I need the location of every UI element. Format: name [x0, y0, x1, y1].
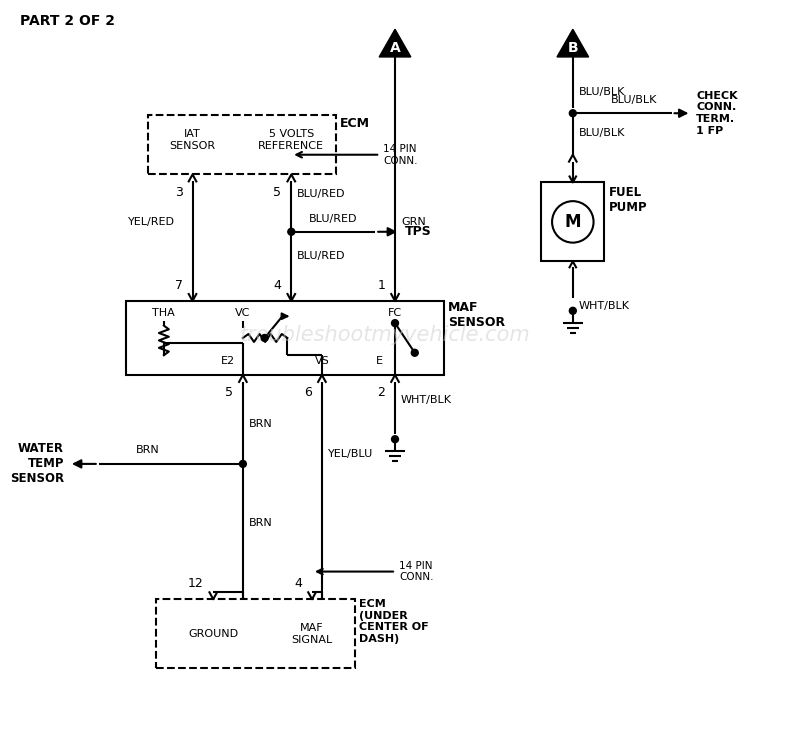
Text: 7: 7	[174, 278, 182, 292]
Text: BLU/BLK: BLU/BLK	[578, 86, 625, 97]
Text: VS: VS	[314, 356, 330, 366]
Text: 2: 2	[378, 386, 385, 399]
Text: GROUND: GROUND	[188, 628, 238, 639]
Circle shape	[239, 460, 246, 467]
Text: 4: 4	[274, 278, 282, 292]
Text: M: M	[565, 213, 581, 231]
Text: BRN: BRN	[249, 518, 273, 528]
Text: 5: 5	[274, 186, 282, 199]
Text: 5: 5	[225, 386, 233, 399]
Text: 6: 6	[304, 386, 312, 399]
Text: WATER
TEMP
SENSOR: WATER TEMP SENSOR	[10, 442, 64, 485]
Bar	[156, 599, 355, 668]
Circle shape	[288, 228, 294, 236]
Circle shape	[570, 308, 576, 314]
Text: FC: FC	[388, 308, 402, 318]
Text: TPS: TPS	[405, 225, 432, 238]
Text: THA: THA	[153, 308, 175, 318]
Text: FUEL
PUMP: FUEL PUMP	[610, 186, 648, 214]
Text: 12: 12	[188, 577, 203, 590]
Text: A: A	[390, 41, 400, 55]
Text: E2: E2	[221, 356, 235, 366]
Text: GRN: GRN	[401, 217, 426, 227]
Text: YEL/BLU: YEL/BLU	[328, 449, 373, 459]
Text: ECM
(UNDER
CENTER OF
DASH): ECM (UNDER CENTER OF DASH)	[359, 599, 429, 644]
Text: CHECK
CONN.
TERM.
1 FP: CHECK CONN. TERM. 1 FP	[696, 91, 738, 136]
Circle shape	[570, 110, 576, 117]
Text: 14 PIN
CONN.: 14 PIN CONN.	[383, 144, 418, 166]
Text: troubleshootmyvehicle.com: troubleshootmyvehicle.com	[240, 326, 530, 346]
Text: IAT
SENSOR: IAT SENSOR	[170, 129, 215, 151]
Text: ECM: ECM	[340, 117, 370, 130]
Polygon shape	[379, 29, 411, 57]
Bar	[542, 182, 605, 262]
Text: YEL/RED: YEL/RED	[127, 217, 174, 227]
Text: BRN: BRN	[249, 419, 273, 430]
Bar	[148, 116, 336, 175]
Text: 14 PIN
CONN.: 14 PIN CONN.	[399, 561, 434, 582]
Text: 5 VOLTS
REFERENCE: 5 VOLTS REFERENCE	[258, 129, 324, 151]
Text: PART 2 OF 2: PART 2 OF 2	[20, 14, 114, 28]
Text: VC: VC	[235, 308, 250, 318]
Text: BLU/RED: BLU/RED	[309, 214, 358, 223]
Circle shape	[411, 350, 418, 356]
Text: E: E	[376, 356, 383, 366]
Text: 4: 4	[294, 577, 302, 590]
Text: BLU/RED: BLU/RED	[298, 251, 346, 262]
Text: 3: 3	[174, 186, 182, 199]
Circle shape	[391, 320, 398, 326]
Text: WHT/BLK: WHT/BLK	[401, 394, 452, 405]
Circle shape	[261, 334, 268, 341]
Text: BRN: BRN	[136, 445, 160, 455]
Text: BLU/BLK: BLU/BLK	[611, 95, 658, 105]
Text: BLU/BLK: BLU/BLK	[578, 128, 625, 138]
Text: MAF
SENSOR: MAF SENSOR	[448, 301, 506, 329]
Text: WHT/BLK: WHT/BLK	[578, 301, 630, 310]
Text: B: B	[567, 41, 578, 55]
Bar	[126, 301, 444, 375]
Text: MAF
SIGNAL: MAF SIGNAL	[291, 623, 333, 644]
Text: BLU/RED: BLU/RED	[298, 189, 346, 200]
Circle shape	[391, 436, 398, 442]
Polygon shape	[557, 29, 589, 57]
Text: 1: 1	[378, 278, 385, 292]
